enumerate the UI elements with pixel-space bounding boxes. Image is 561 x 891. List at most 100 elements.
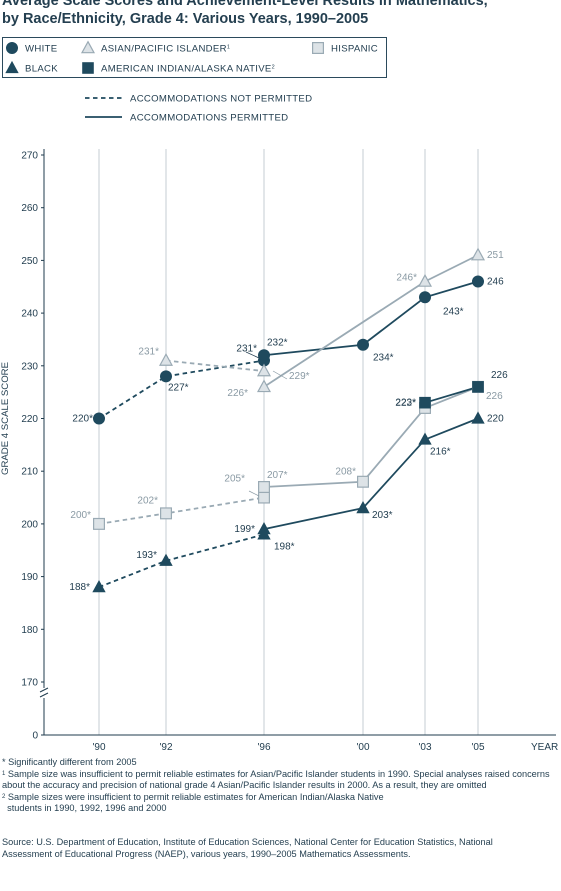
legend-marker-black [5, 60, 19, 74]
x-tick-label-1996: '96 [257, 742, 270, 753]
data-label-white-2005-p: 246 [487, 276, 504, 287]
data-label-black-1996-np: 198* [274, 541, 295, 552]
point-asian-pacific-islander-1996-np [256, 363, 272, 377]
point-black-2000-p [356, 500, 370, 514]
data-label-asian-pacific-islander-2005-p: 251 [487, 250, 504, 261]
data-label-asian-pacific-islander-1992-np: 231* [138, 347, 159, 358]
point-asian-pacific-islander-1996-p [256, 379, 272, 393]
data-label-white-2000-p: 234* [373, 353, 394, 364]
data-label-hispanic-1996-p: 207* [267, 470, 288, 481]
point-asian-pacific-islander-2003-p [417, 273, 433, 287]
point-hispanic-1996-p [258, 481, 271, 494]
line-chart: WHITE ASIAN/PACIFIC ISLANDER1 HISPANIC BLAC… [0, 37, 558, 753]
chart-title: Average Scale Scores and Achievement-Lev… [2, 0, 558, 28]
y-tick-label-230: 230 [21, 361, 38, 372]
point-black-2005-p [471, 411, 485, 424]
y-tick-label-0: 0 [32, 731, 38, 742]
point-american-indian-alaska-native-2003-p [419, 396, 431, 409]
point-hispanic-1990-np [92, 517, 105, 530]
data-label-hispanic-1992-np: 202* [137, 495, 158, 506]
series-line-asian-pacific-islander-dashed [165, 359, 265, 372]
chart-axes: 0 170 180 190 200 210 220 230 240 250 260 270 '90 '92… [0, 149, 558, 753]
data-label-black-1990-np: 188* [69, 582, 90, 593]
footnote-2: 2 Sample sizes were insufficient to perm… [2, 791, 384, 814]
data-label-american-indian-alaska-native-2003-p: 223* [395, 398, 416, 409]
point-white-2005-p [471, 275, 484, 288]
x-tick-label-1992: '92 [159, 742, 172, 753]
point-black-1990-np [92, 580, 106, 593]
y-tick-label-180: 180 [21, 625, 38, 636]
series-line-hispanic-solid [263, 386, 479, 488]
legend-marker-white [6, 42, 18, 55]
legend-label-asian-pacific-islander: ASIAN/PACIFIC ISLANDER1 [101, 44, 230, 55]
leader-hispanic-1996 [248, 490, 260, 497]
data-label-hispanic-2003-p: 222* [395, 398, 416, 409]
y-axis-break-mark-2 [39, 692, 49, 698]
y-tick-label-240: 240 [21, 309, 38, 320]
series-line-white-solid [263, 280, 479, 357]
data-label-white-1990-np: 220* [72, 414, 93, 425]
legend-label-black: BLACK [25, 64, 58, 75]
data-label-black-2005-p: 220 [487, 414, 504, 425]
legend-box [2, 37, 387, 78]
footnote-1: 1 Sample size was insufficient to permit… [2, 768, 550, 791]
series-markers [92, 247, 486, 593]
data-label-white-1996-np: 231* [236, 344, 257, 355]
legend-marker-hispanic [312, 41, 325, 54]
y-tick-label-200: 200 [21, 519, 38, 530]
y-axis-title: GRADE 4 SCALE SCORE [0, 362, 11, 475]
data-labels: 220* 227* 231* 232* 234* 243* 246 188* 193* 198* 1… [69, 250, 508, 593]
source-note: Source: U.S. Department of Education, In… [2, 837, 493, 859]
legend-line-label-solid: ACCOMMODATIONS PERMITTED [130, 113, 288, 124]
point-hispanic-1996-np [258, 491, 271, 504]
y-tick-label-270: 270 [21, 151, 38, 162]
x-tick-label-2000: '00 [356, 742, 369, 753]
leader-white-1996 [245, 351, 260, 359]
point-white-1992-np [159, 370, 172, 383]
data-label-hispanic-2000-p: 208* [335, 467, 356, 478]
data-label-asian-pacific-islander-2003-p: 246* [396, 272, 417, 283]
legend-line-label-dashed: ACCOMMODATIONS NOT PERMITTED [130, 94, 312, 105]
point-hispanic-2000-p [357, 475, 370, 488]
series-line-american-indian-alaska-native-solid [424, 386, 479, 404]
chart-title-line-2: by Race/Ethnicity, Grade 4: Various Year… [2, 11, 369, 27]
data-label-white-1992-np: 227* [168, 382, 189, 393]
series-line-black-solid [263, 417, 479, 531]
footnotes: * Significantly different from 2005 1 Sa… [2, 757, 558, 815]
legend: WHITE ASIAN/PACIFIC ISLANDER1 HISPANIC BLAC… [2, 37, 387, 124]
x-axis-title: YEAR [531, 742, 558, 753]
point-black-1996-p [257, 522, 271, 535]
point-american-indian-alaska-native-2005-p [472, 381, 484, 393]
point-white-2000-p [356, 338, 369, 351]
data-label-black-2003-p: 216* [430, 447, 451, 458]
point-white-1996-p [257, 349, 270, 362]
data-label-hispanic-1996-np: 205* [224, 474, 245, 485]
data-label-black-1996-p: 199* [234, 524, 255, 535]
legend-label-hispanic: HISPANIC [331, 44, 378, 55]
legend-label-white: WHITE [25, 44, 57, 55]
point-white-1990-np [93, 412, 106, 425]
x-tick-label-2005: '05 [471, 742, 484, 753]
data-label-asian-pacific-islander-1996-p: 226* [227, 388, 248, 399]
data-label-hispanic-2005-p: 226 [486, 391, 503, 402]
x-tick-label-1990: '90 [92, 742, 105, 753]
y-axis-break-mark-1 [39, 687, 49, 693]
chart-title-line-1: Average Scale Scores and Achievement-Lev… [2, 0, 488, 9]
data-label-asian-pacific-islander-1996-np: 229* [289, 371, 310, 382]
series-line-black-dashed [98, 533, 265, 588]
y-tick-label-190: 190 [21, 572, 38, 583]
legend-label-american-indian-alaska-native: AMERICAN INDIAN/ALASKA NATIVE2 [101, 64, 275, 75]
legend-marker-american-indian-alaska-native [82, 62, 94, 74]
y-tick-label-210: 210 [21, 467, 38, 478]
data-label-black-2000-p: 203* [372, 510, 393, 521]
data-label-white-2003-p: 243* [443, 306, 464, 317]
point-black-2003-p [418, 432, 432, 445]
legend-marker-asian-pacific-islander [80, 40, 96, 54]
data-label-hispanic-1990-np: 200* [70, 510, 91, 521]
y-tick-label-250: 250 [21, 256, 38, 267]
y-tick-label-220: 220 [21, 414, 38, 425]
leader-asian-1996 [272, 370, 288, 380]
data-label-white-1996-p: 232* [267, 337, 288, 348]
series-line-asian-pacific-islander-solid [263, 254, 479, 388]
data-label-black-1992-np: 193* [136, 550, 157, 561]
